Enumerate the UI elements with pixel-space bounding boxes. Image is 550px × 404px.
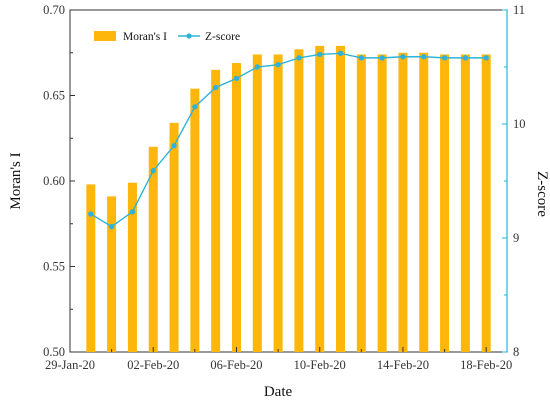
z-score-point xyxy=(483,55,489,61)
z-score-point xyxy=(441,55,448,61)
z-score-point xyxy=(233,75,240,82)
bar-series xyxy=(86,45,491,353)
legend-label-z-score: Z-score xyxy=(205,31,240,43)
z-score-point xyxy=(296,55,302,61)
z-score-point xyxy=(358,55,365,61)
bar xyxy=(481,54,491,353)
z-score-point xyxy=(129,209,136,215)
bar xyxy=(356,54,366,353)
z-score-point xyxy=(400,54,406,60)
bar xyxy=(231,63,241,352)
y-right-tick-label: 10 xyxy=(513,117,526,131)
line-series xyxy=(88,50,489,230)
bar xyxy=(336,45,346,352)
z-score-point xyxy=(462,55,469,61)
legend-swatch-morans-i xyxy=(94,31,116,41)
ticks: 0.50 0.55 0.60 0.65 0.70 8 9 10 11 29-Jan-20 02-Fe… xyxy=(43,3,525,372)
bar xyxy=(127,182,137,352)
bar xyxy=(211,69,221,352)
z-score-point xyxy=(275,62,281,68)
x-tick-label: 29-Jan-20 xyxy=(45,358,95,372)
x-tick-label: 06-Feb-20 xyxy=(210,358,262,372)
legend: Moran's I Z-score xyxy=(94,31,240,43)
y-axis-right-label: Z-score xyxy=(534,171,550,217)
bar xyxy=(377,54,387,353)
z-score-point xyxy=(421,54,427,60)
bar xyxy=(252,54,262,353)
legend-label-morans-i: Moran's I xyxy=(123,31,167,43)
bar xyxy=(398,52,408,352)
bar xyxy=(148,146,158,352)
x-tick-label: 18-Feb-20 xyxy=(460,358,512,372)
bar xyxy=(273,54,283,353)
bar xyxy=(440,54,450,353)
bar xyxy=(294,49,304,352)
bar xyxy=(315,45,325,352)
y-right-tick-label: 9 xyxy=(513,231,519,245)
z-score-point xyxy=(317,51,323,58)
y-right-tick-label: 11 xyxy=(513,3,525,17)
x-axis-label: Date xyxy=(264,384,293,400)
bar xyxy=(419,52,429,352)
y-left-tick-label: 0.60 xyxy=(43,174,65,188)
bar xyxy=(86,184,96,352)
z-score-point xyxy=(379,55,385,61)
x-tick-label: 10-Feb-20 xyxy=(294,358,346,372)
y-left-tick-label: 0.55 xyxy=(43,260,65,274)
bar xyxy=(107,196,117,352)
x-tick-label: 14-Feb-20 xyxy=(377,358,429,372)
z-score-point xyxy=(212,84,219,91)
z-score-point xyxy=(254,64,260,70)
x-tick-label: 02-Feb-20 xyxy=(127,358,179,372)
z-score-point xyxy=(192,104,198,110)
y-left-tick-label: 0.70 xyxy=(43,3,65,17)
y-left-tick-label: 0.65 xyxy=(43,89,65,103)
y-left-tick-label: 0.50 xyxy=(43,345,65,359)
bar xyxy=(460,54,470,353)
z-score-point xyxy=(171,142,177,149)
y-axis-left-label: Moran's I xyxy=(8,152,24,209)
y-right-tick-label: 8 xyxy=(513,345,519,359)
legend-marker-z-score xyxy=(186,33,192,39)
bar xyxy=(190,88,200,352)
z-score-point xyxy=(108,223,115,230)
bar xyxy=(169,122,179,352)
z-score-line xyxy=(90,52,487,228)
z-score-point xyxy=(88,211,94,217)
z-score-point xyxy=(150,168,156,174)
z-score-point xyxy=(337,50,344,57)
